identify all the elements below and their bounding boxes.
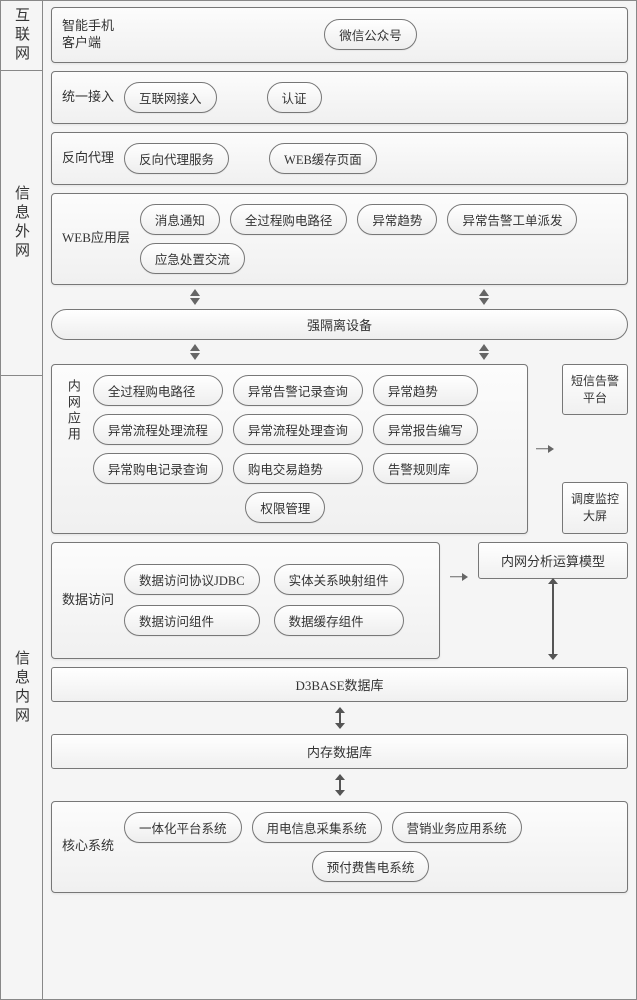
pill-jdbc: 数据访问协议JDBC — [124, 564, 260, 595]
intranet-row: 内网应用 全过程购电路径 异常告警记录查询 异常趋势 异常流程处理流程 异常流程… — [51, 364, 628, 534]
sms-alarm-platform: 短信告警平台 — [562, 364, 628, 416]
pill-proxy-service: 反向代理服务 — [124, 143, 229, 174]
pill-proc-flow: 异常流程处理流程 — [93, 414, 223, 445]
pill-anomaly-trend: 异常趋势 — [357, 204, 437, 235]
left-label-internet: 互联网 — [1, 1, 42, 71]
pill-prepaid-system: 预付费售电系统 — [312, 851, 430, 882]
db-connector — [51, 708, 628, 728]
model-vertical-connector — [552, 579, 554, 659]
pill-marketing-biz: 营销业务应用系统 — [392, 812, 522, 843]
proxy-label: 反向代理 — [62, 150, 114, 167]
pill-entity-map: 实体关系映射组件 — [274, 564, 404, 595]
left-label-column: 互联网 信息外网 信息内网 — [1, 1, 43, 999]
pill-power-info-collect: 用电信息采集系统 — [252, 812, 382, 843]
pill-report-write: 异常报告编写 — [373, 414, 478, 445]
access-label: 统一接入 — [62, 89, 114, 106]
d3base-db: D3BASE数据库 — [51, 667, 628, 702]
pill-alarm-record-query: 异常告警记录查询 — [233, 375, 363, 406]
model-column: 内网分析运算模型 — [478, 542, 628, 659]
left-label-internal-net: 信息内网 — [1, 376, 42, 999]
pill-permission-mgmt: 权限管理 — [245, 492, 325, 523]
side-boxes: 短信告警平台 调度监控大屏 — [562, 364, 628, 534]
pill-alarm-dispatch: 异常告警工单派发 — [447, 204, 577, 235]
pill-anomaly-trend-2: 异常趋势 — [373, 375, 478, 406]
connector-isolation-top — [51, 289, 628, 305]
intranet-label: 内网应用 — [62, 375, 83, 523]
bi-arrow-icon — [190, 289, 200, 305]
bi-arrow-icon — [190, 344, 200, 360]
core-label: 核心系统 — [62, 838, 114, 855]
proxy-panel: 反向代理 反向代理服务 WEB缓存页面 — [51, 132, 628, 185]
pill-proc-query: 异常流程处理查询 — [233, 414, 363, 445]
data-access-label: 数据访问 — [62, 592, 114, 609]
pill-integrated-platform: 一体化平台系统 — [124, 812, 242, 843]
analysis-model-box: 内网分析运算模型 — [478, 542, 628, 579]
connector-isolation-bottom — [51, 344, 628, 360]
pill-full-path: 全过程购电路径 — [230, 204, 348, 235]
client-panel: 智能手机 客户端 微信公众号 — [51, 7, 628, 63]
pill-purchase-query: 异常购电记录查询 — [93, 453, 223, 484]
data-access-row: 数据访问 数据访问协议JDBC 实体关系映射组件 数据访问组件 数据缓存组件 内… — [51, 542, 628, 659]
pill-wechat: 微信公众号 — [324, 19, 417, 50]
pill-web-cache: WEB缓存页面 — [269, 143, 377, 174]
architecture-diagram: 互联网 信息外网 信息内网 智能手机 客户端 微信公众号 统一接入 互联网接入 … — [0, 0, 637, 1000]
main-column: 智能手机 客户端 微信公众号 统一接入 互联网接入 认证 反向代理 反向代理服务… — [43, 1, 636, 999]
web-layer-panel: WEB应用层 消息通知 全过程购电路径 异常趋势 异常告警工单派发 应急处置交流 — [51, 193, 628, 285]
pill-msg-notify: 消息通知 — [140, 204, 220, 235]
pill-data-cache-comp: 数据缓存组件 — [274, 605, 404, 636]
left-label-external-net: 信息外网 — [1, 71, 42, 376]
core-systems-panel: 核心系统 一体化平台系统 用电信息采集系统 营销业务应用系统 预付费售电系统 — [51, 801, 628, 893]
isolation-device: 强隔离设备 — [51, 309, 628, 340]
pill-emergency-comm: 应急处置交流 — [140, 243, 245, 274]
data-access-panel: 数据访问 数据访问协议JDBC 实体关系映射组件 数据访问组件 数据缓存组件 — [51, 542, 440, 659]
pill-trade-trend: 购电交易趋势 — [233, 453, 363, 484]
arrow-right-icon — [450, 572, 468, 582]
pill-alarm-rule-lib: 告警规则库 — [373, 453, 478, 484]
memory-db: 内存数据库 — [51, 734, 628, 769]
db-connector-2 — [51, 775, 628, 795]
web-layer-label: WEB应用层 — [62, 230, 130, 247]
client-label: 智能手机 客户端 — [62, 18, 114, 52]
pill-data-access-comp: 数据访问组件 — [124, 605, 260, 636]
bi-arrow-icon — [479, 344, 489, 360]
intranet-panel: 内网应用 全过程购电路径 异常告警记录查询 异常趋势 异常流程处理流程 异常流程… — [51, 364, 528, 534]
arrow-right-icon — [536, 444, 554, 454]
pill-internet-access: 互联网接入 — [124, 82, 217, 113]
access-panel: 统一接入 互联网接入 认证 — [51, 71, 628, 124]
pill-full-path-2: 全过程购电路径 — [93, 375, 223, 406]
dispatch-monitor-screen: 调度监控大屏 — [562, 482, 628, 534]
pill-auth: 认证 — [267, 82, 322, 113]
bi-arrow-icon — [479, 289, 489, 305]
